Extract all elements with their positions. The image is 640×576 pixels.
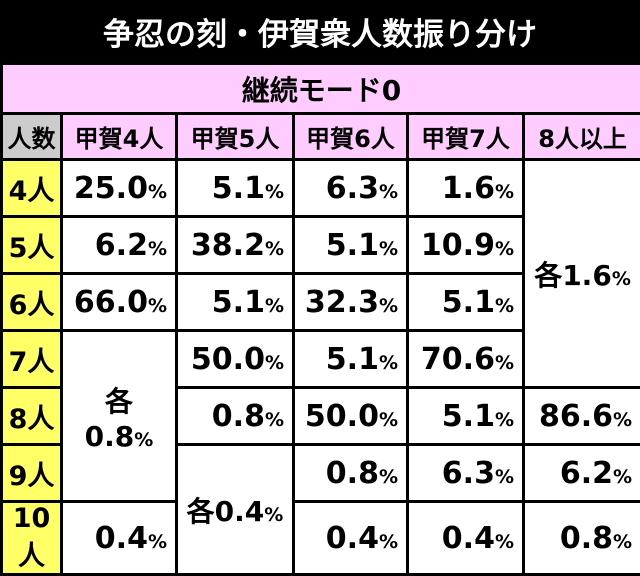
cell: 0.4% [294, 502, 408, 575]
caption: 継続モード0 [2, 64, 640, 114]
cell: 25.0% [62, 160, 177, 217]
row-label: 5人 [2, 217, 62, 274]
merged-cell: 各1.6% [524, 160, 640, 388]
cell: 0.8% [294, 445, 408, 502]
cell: 5.1% [177, 160, 294, 217]
cell: 5.1% [294, 217, 408, 274]
row-label: 9人 [2, 445, 62, 502]
cell: 66.0% [62, 274, 177, 331]
merged-cell: 各0.4% [177, 445, 294, 575]
cell: 50.0% [177, 331, 294, 388]
row-label: 10人 [2, 502, 62, 575]
cell: 5.1% [408, 388, 524, 445]
header-cell: 甲賀4人 [62, 114, 177, 160]
cell: 50.0% [294, 388, 408, 445]
cell: 32.3% [294, 274, 408, 331]
cell: 6.3% [408, 445, 524, 502]
cell: 6.3% [294, 160, 408, 217]
cell: 6.2% [62, 217, 177, 274]
cell: 70.6% [408, 331, 524, 388]
row-label: 6人 [2, 274, 62, 331]
cell: 38.2% [177, 217, 294, 274]
cell: 5.1% [294, 331, 408, 388]
title: 争忍の刻・伊賀衆人数振り分け [0, 0, 640, 62]
cell: 10.9% [408, 217, 524, 274]
header-cell: 甲賀7人 [408, 114, 524, 160]
cell: 5.1% [177, 274, 294, 331]
row-label: 8人 [2, 388, 62, 445]
header-cell: 甲賀6人 [294, 114, 408, 160]
cell: 0.4% [62, 502, 177, 575]
cell: 0.8% [177, 388, 294, 445]
cell: 86.6% [524, 388, 640, 445]
header-cell: 人数 [2, 114, 62, 160]
distribution-table: 継続モード0 人数 甲賀4人 甲賀5人 甲賀6人 甲賀7人 8人以上 4人 25… [0, 62, 640, 576]
page: 争忍の刻・伊賀衆人数振り分け 継続モード0 人数 甲賀4人 甲賀5人 甲賀6人 … [0, 0, 640, 557]
cell: 0.4% [408, 502, 524, 575]
header-cell: 8人以上 [524, 114, 640, 160]
cell: 6.2% [524, 445, 640, 502]
merged-cell: 各0.8% [62, 331, 177, 502]
cell: 0.8% [524, 502, 640, 575]
cell: 1.6% [408, 160, 524, 217]
header-cell: 甲賀5人 [177, 114, 294, 160]
row-label: 7人 [2, 331, 62, 388]
cell: 5.1% [408, 274, 524, 331]
row-label: 4人 [2, 160, 62, 217]
